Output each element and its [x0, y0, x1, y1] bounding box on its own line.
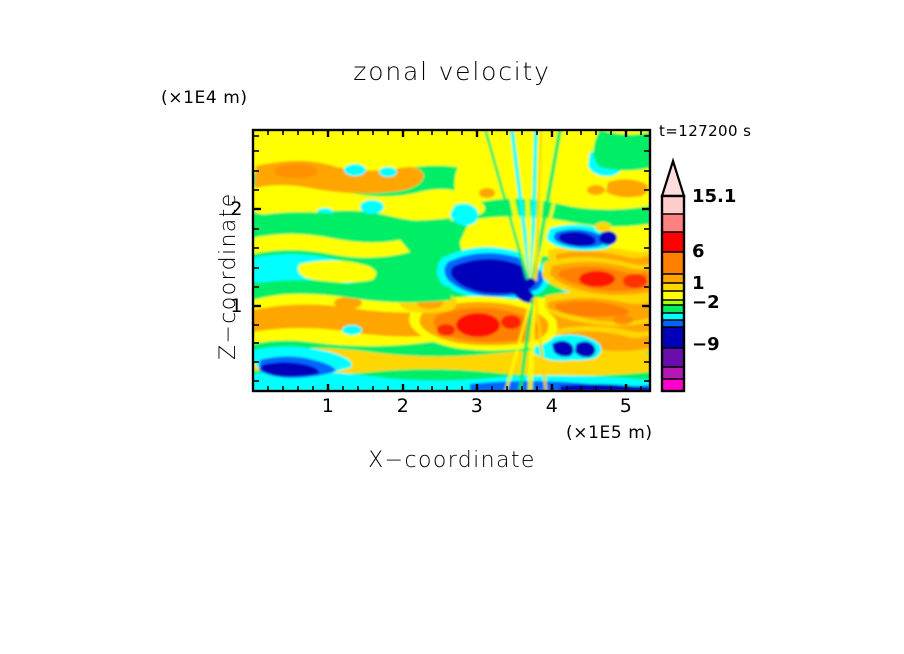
y-tick-label-2: 2 — [230, 198, 243, 220]
y-major-ticks — [253, 207, 650, 308]
colorbar-label-1: 1 — [692, 273, 705, 294]
x-tick-label-2: 2 — [396, 395, 410, 417]
colorbar-bands — [662, 196, 684, 391]
x-minor-ticks — [267, 130, 642, 391]
y-tick-label-1: 1 — [230, 295, 243, 317]
colorbar-label-neg9: −9 — [692, 334, 720, 355]
colorbar-label-max: 15.1 — [692, 186, 737, 207]
colorbar-label-neg2: −2 — [692, 292, 720, 313]
x-major-ticks — [326, 130, 628, 391]
x-tick-label-1: 1 — [321, 395, 335, 417]
x-tick-label-3: 3 — [470, 395, 484, 417]
timestamp-annotation: t=127200 s — [659, 122, 752, 140]
x-axis-unit-label: (×1E5 m) — [566, 423, 653, 443]
plot-title: zonal velocity — [353, 57, 551, 86]
y-minor-ticks — [253, 135, 650, 382]
colorbar-frame — [660, 194, 686, 393]
plot-frame — [251, 128, 652, 393]
contour-field — [253, 130, 650, 391]
colorbar — [660, 157, 686, 393]
x-tick-label-5: 5 — [619, 395, 633, 417]
x-axis-title: X−coordinate — [368, 448, 536, 473]
colorbar-separators — [662, 213, 684, 380]
y-axis-unit-label: (×1E4 m) — [161, 88, 248, 108]
colorbar-extend-arrow — [662, 161, 684, 196]
x-tick-label-4: 4 — [545, 395, 559, 417]
colorbar-label-6: 6 — [692, 241, 705, 262]
